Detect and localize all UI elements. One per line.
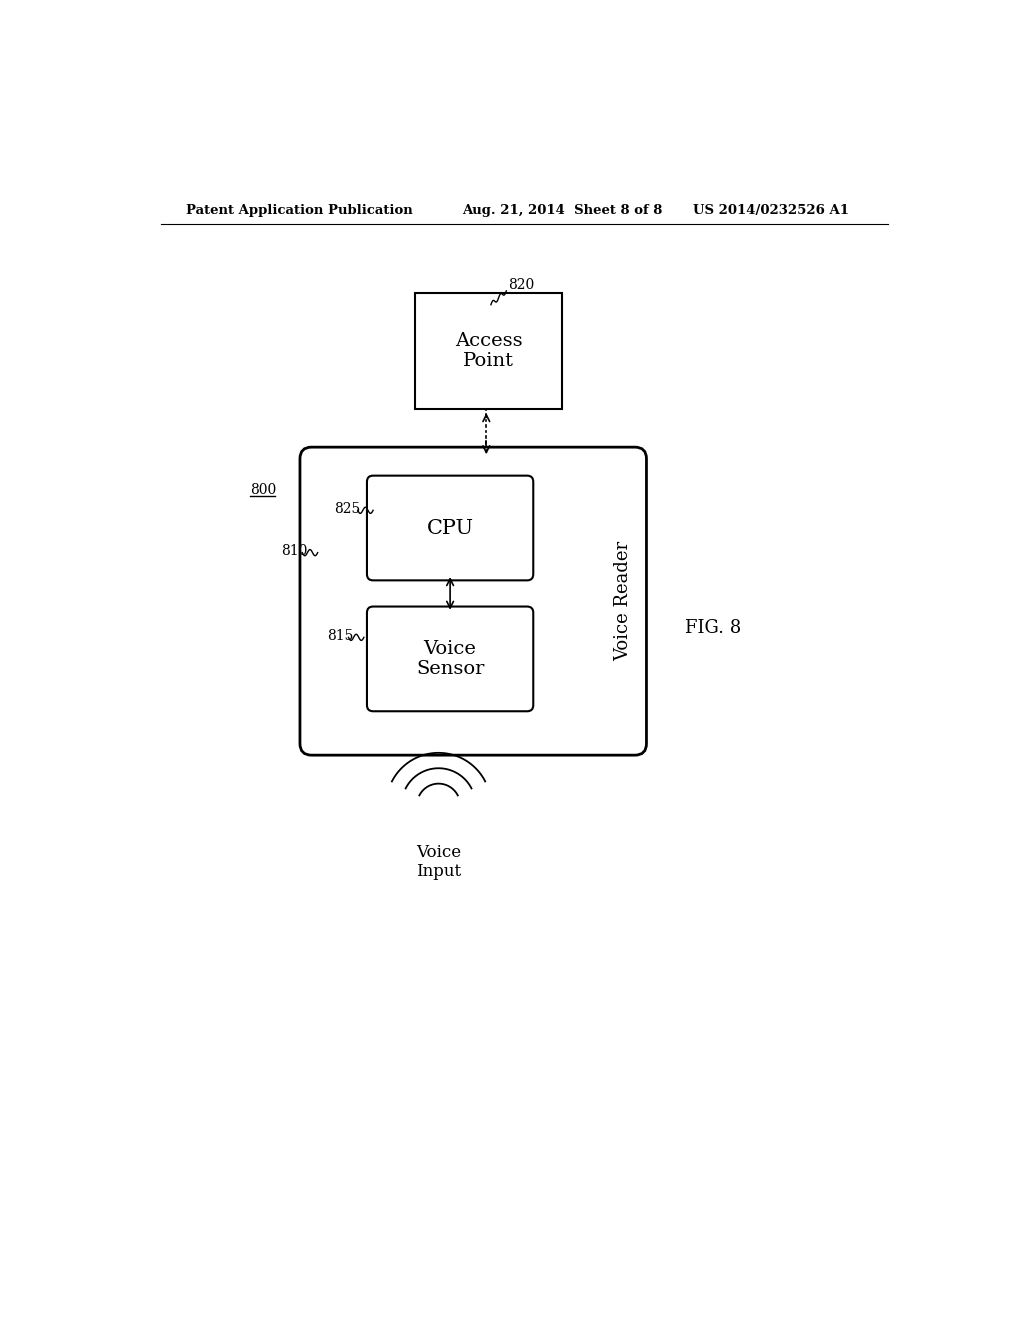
Text: 820: 820 xyxy=(508,279,535,293)
Text: FIG. 8: FIG. 8 xyxy=(685,619,741,638)
FancyBboxPatch shape xyxy=(300,447,646,755)
FancyBboxPatch shape xyxy=(367,607,534,711)
Text: 800: 800 xyxy=(250,483,276,496)
Text: Voice
Input: Voice Input xyxy=(416,843,461,880)
Text: Patent Application Publication: Patent Application Publication xyxy=(186,205,413,218)
Bar xyxy=(416,293,562,409)
Text: Access
Point: Access Point xyxy=(455,331,522,371)
Text: US 2014/0232526 A1: US 2014/0232526 A1 xyxy=(692,205,849,218)
Text: 825: 825 xyxy=(335,502,360,516)
Text: Voice
Sensor: Voice Sensor xyxy=(416,639,484,678)
Text: 815: 815 xyxy=(327,628,353,643)
Text: Voice Reader: Voice Reader xyxy=(614,541,633,661)
Text: Aug. 21, 2014  Sheet 8 of 8: Aug. 21, 2014 Sheet 8 of 8 xyxy=(462,205,663,218)
FancyBboxPatch shape xyxy=(367,475,534,581)
Text: 810: 810 xyxy=(281,544,307,558)
Text: CPU: CPU xyxy=(427,519,474,537)
